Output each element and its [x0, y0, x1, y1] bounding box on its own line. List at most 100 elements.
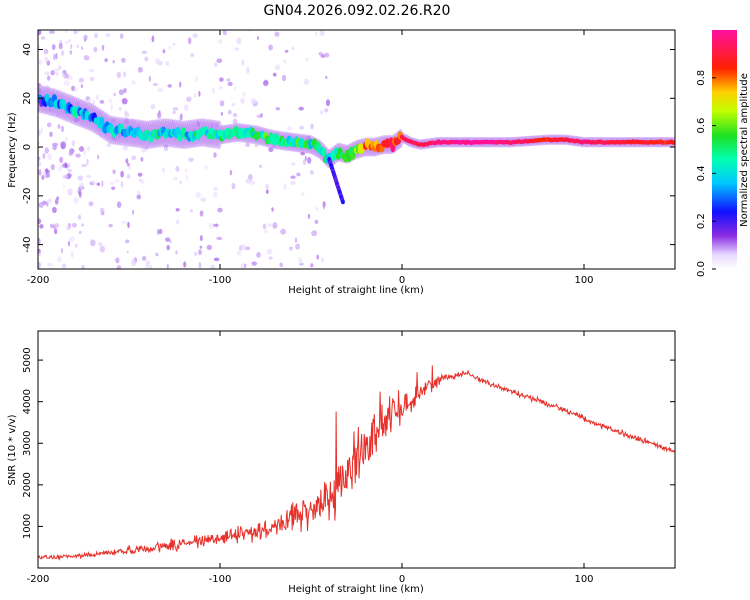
spectrogram-noise-cell	[190, 53, 195, 57]
spectrogram-noise-cell	[298, 106, 305, 111]
spectrogram-noise-cell	[78, 214, 81, 220]
spectrogram-noise-cell	[38, 59, 43, 65]
spectrogram-noise-cell	[186, 96, 192, 102]
spectrogram-noise-cell	[131, 80, 136, 85]
spectrogram-noise-cell	[123, 71, 127, 78]
spectrogram-noise-cell	[39, 224, 44, 229]
spectrogram-noise-cell	[47, 263, 53, 267]
spectrogram-noise-cell	[193, 92, 197, 99]
spectrogram-noise-cell	[38, 237, 41, 245]
snr-x-ticks: -200 -100 0 100	[27, 331, 594, 585]
spectrogram-noise-cell	[47, 75, 51, 81]
spectrogram-noise-cell	[89, 68, 95, 73]
spectrogram-noise-cell	[95, 94, 99, 101]
spectrogram-noise-cell	[318, 52, 323, 56]
spectrogram-noise-cell	[38, 156, 41, 161]
spectrogram-noise-cell	[245, 178, 251, 184]
colorbar-tick-label: 0.6	[696, 118, 707, 134]
spectrogram-noise-cell	[91, 180, 97, 186]
spectrogram-noise-cell	[227, 109, 232, 115]
spectrogram-noise-cell	[120, 181, 124, 188]
snr-x-tick-label: 0	[399, 574, 405, 585]
spectrogram-noise-cell	[302, 159, 306, 166]
colorbar-gradient	[712, 30, 737, 269]
spectrogram-noise-cell	[44, 56, 49, 63]
spectrogram-noise-cell	[265, 183, 270, 190]
spectrogram-noise-cell	[57, 256, 62, 263]
spectrogram-noise-cell	[60, 141, 67, 149]
spectrogram-noise-cell	[199, 210, 204, 217]
spectrogram-noise-cell	[301, 191, 305, 197]
spectrogram-noise-cell	[264, 229, 268, 234]
spectrogram-noise-cell	[78, 146, 85, 152]
spectrogram-noise-cell	[194, 251, 198, 256]
spectrogram-noise-cell	[162, 167, 165, 173]
spectrogram-noise-cell	[123, 87, 127, 94]
spectrogram-noise-cell	[62, 184, 65, 189]
spectrogram-noise-cell	[157, 112, 162, 119]
spectrogram-noise-cell	[41, 36, 46, 40]
snr-y-tick-label: 3000	[22, 431, 33, 456]
spectrogram-noise-cell	[80, 46, 84, 50]
spectrogram-noise-cell	[120, 33, 124, 39]
spectrogram-noise-cell	[93, 46, 98, 53]
spectrogram-noise-cell	[198, 90, 201, 97]
spectrogram-noise-cell	[87, 146, 90, 152]
spectrogram-noise-cell	[124, 239, 130, 244]
spectrogram-noise-cell	[140, 179, 145, 184]
spectrogram-noise-cell	[67, 188, 73, 196]
spectrogram-noise-cell	[244, 263, 247, 268]
spectrogram-noise-cell	[60, 164, 64, 168]
spectrogram-noise-cell	[71, 85, 76, 92]
spectrogram-noise-cell	[50, 164, 55, 171]
snr-y-tick-label: 2000	[22, 472, 33, 497]
snr-y-tick-label: 4000	[22, 389, 33, 414]
spectrogram-noise-cell	[68, 38, 72, 43]
spectrogram-noise-cell	[272, 222, 278, 229]
spectrogram-noise-cell	[283, 59, 286, 64]
spectrogram-noise-cell	[81, 264, 85, 269]
spectrogram-noise-cell	[184, 104, 189, 112]
spectrogram-noise-cell	[179, 81, 182, 88]
figure-title: GN04.2026.092.02.26.R20	[264, 3, 451, 19]
spectrogram-noise-cell	[61, 263, 67, 269]
spectrogram-noise-cell	[260, 113, 263, 118]
spectrogram-noise-cell	[185, 174, 188, 182]
spectrogram-noise-cell	[267, 223, 273, 227]
spectrogram-noise-cell	[50, 70, 55, 76]
spectrogram-ridge-cell	[321, 147, 327, 157]
spectrogram-noise-cell	[137, 190, 141, 196]
spectrogram-noise-cell	[62, 73, 66, 78]
spectrogram-noise-cell	[61, 247, 63, 254]
spectrogram-noise-cell	[140, 157, 144, 162]
spectrogram-noise-cell	[110, 104, 113, 111]
spectrogram-noise-cell	[208, 222, 215, 229]
spectrogram-noise-cell	[288, 246, 294, 251]
spectrogram-noise-cell	[38, 218, 42, 225]
spectrogram-noise-cell	[145, 264, 151, 269]
spectrogram-noise-cell	[315, 206, 319, 211]
spectrogram-noise-cell	[151, 35, 155, 43]
spectrogram-noise-cell	[324, 52, 330, 58]
snr-y-tick-label: 1000	[22, 514, 33, 539]
spectrogram-noise-cell	[275, 107, 280, 111]
snr-panel: -200 -100 0 100 1000 2000 3000 4000 5000 Height…	[7, 330, 676, 595]
spectrogram-noise-cell	[295, 243, 300, 250]
spectrogram-heatmap	[38, 30, 675, 269]
spectrogram-noise-cell	[219, 100, 225, 107]
spectrogram-noise-cell	[316, 254, 320, 260]
spectrogram-y-tick-label: 40	[22, 43, 33, 56]
spectrogram-noise-cell	[179, 113, 183, 121]
spectrogram-noise-cell	[262, 223, 267, 230]
spectrogram-noise-cell	[67, 162, 71, 168]
spectrogram-y-label: Frequency (Hz)	[7, 112, 18, 188]
spectrogram-noise-cell	[155, 57, 160, 65]
spectrogram-noise-cell	[70, 43, 73, 50]
spectrogram-x-ticks: -200 -100 0 100	[27, 30, 594, 286]
spectrogram-noise-cell	[232, 113, 238, 118]
spectrogram-noise-cell	[42, 153, 46, 159]
spectrogram-noise-cell	[198, 249, 202, 256]
spectrogram-noise-cell	[126, 174, 131, 179]
